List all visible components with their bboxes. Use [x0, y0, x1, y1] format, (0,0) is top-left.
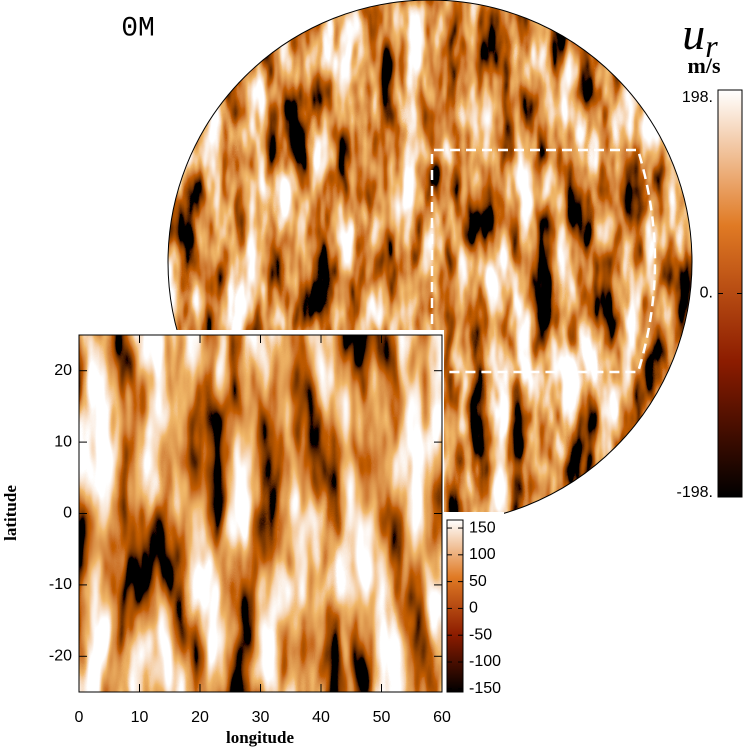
x-tick-label: 20 [191, 709, 209, 726]
x-tick-label: 40 [312, 709, 330, 726]
x-tick-label: 30 [252, 709, 270, 726]
x-tick-label: 60 [433, 709, 451, 726]
colorbar-unit: m/s [688, 53, 721, 78]
colorbar-tick-label: 198. [682, 89, 713, 106]
colorbar-symbol: ur [682, 8, 718, 65]
colorbar [446, 519, 464, 693]
colorbar-tick-label: 50 [469, 573, 487, 590]
colorbar-tick-label: 150 [469, 519, 496, 536]
y-tick-label: -20 [49, 648, 72, 665]
x-tick-label: 10 [131, 709, 149, 726]
y-axis-label: latitude [1, 485, 20, 541]
zoom-region [430, 148, 657, 374]
colorbar-tick-label: 0. [700, 285, 713, 302]
y-tick-label: 20 [54, 362, 72, 379]
x-tick-label: 50 [373, 709, 391, 726]
colorbar-tick-label: -50 [469, 626, 492, 643]
colorbar-tick-label: -100 [469, 653, 501, 670]
x-tick-label: 0 [75, 709, 84, 726]
colorbar-tick-label: 100 [469, 546, 496, 563]
symbol-base: u [682, 8, 705, 59]
y-tick-label: -10 [49, 576, 72, 593]
colorbar-tick-label: -150 [469, 680, 501, 697]
title: 0M [121, 13, 155, 44]
inset-field [79, 335, 442, 692]
x-axis-label: longitude [226, 728, 294, 747]
colorbar-tick-label: 0 [469, 600, 478, 617]
colorbar-tick-label: -198. [677, 484, 713, 501]
symbol-subscript: r [705, 28, 718, 64]
y-tick-label: 10 [54, 433, 72, 450]
y-tick-label: 0 [63, 505, 72, 522]
